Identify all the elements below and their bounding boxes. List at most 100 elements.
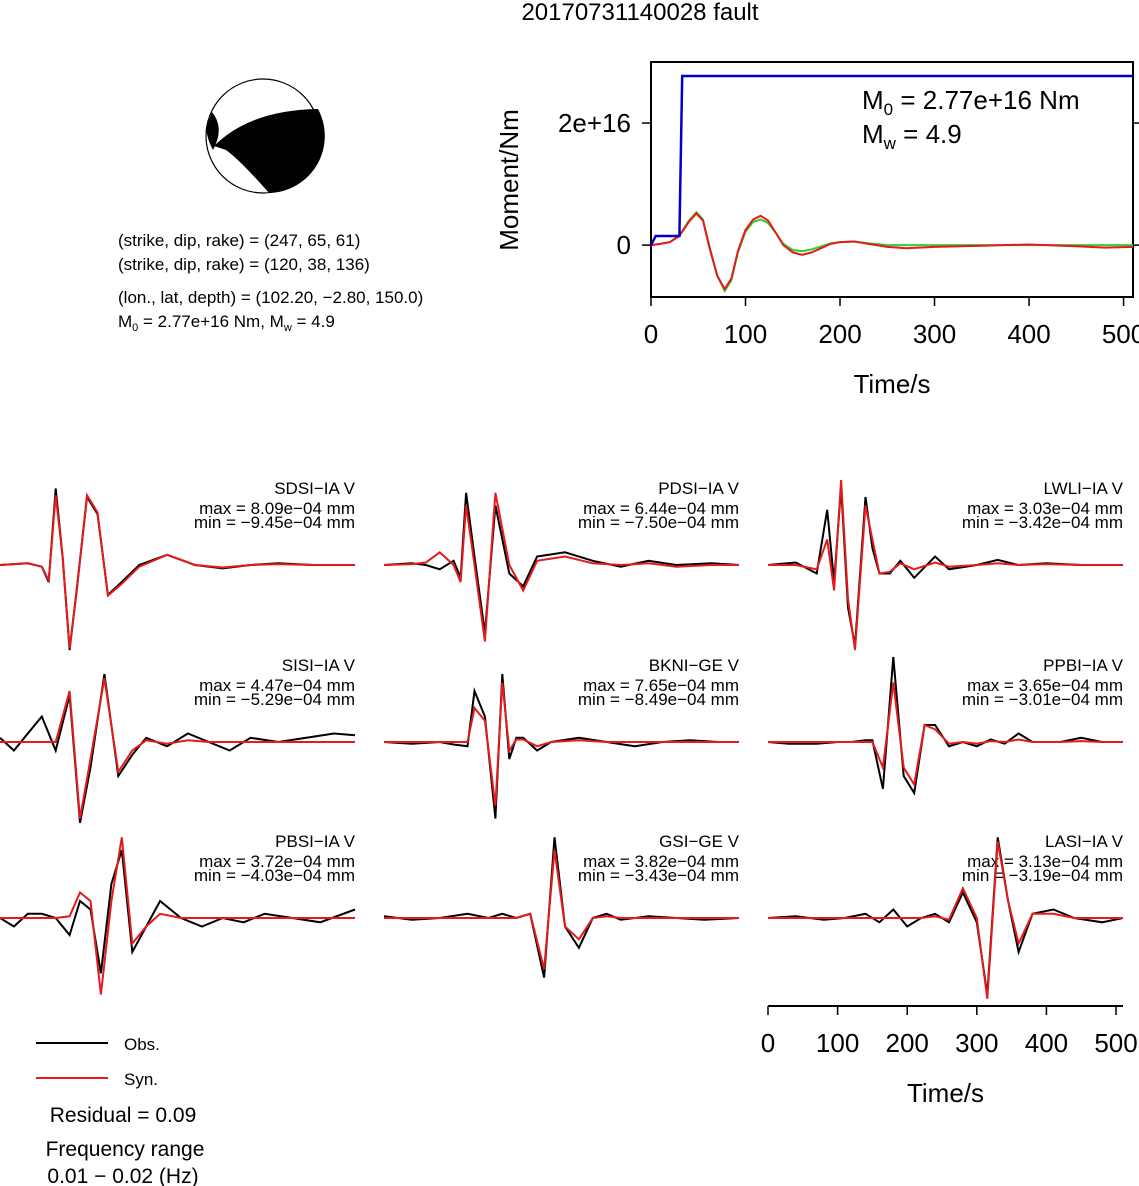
residual-label: Residual = 0.09 [50,1104,197,1127]
synthetic-trace [0,837,355,995]
frequency-range-value: 0.01 − 0.02 (Hz) [47,1165,198,1186]
moment-x-tick-label: 400 [1007,319,1050,349]
mechanism-line-2: (strike, dip, rake) = (120, 38, 136) [118,255,370,274]
synthetic-trace [768,479,1123,651]
mechanism-info: (strike, dip, rake) = (247, 65, 61) (str… [118,231,423,334]
m0-prefix: M [118,312,132,331]
station-min: min = −3.43e−04 mm [578,866,739,885]
station-name: PPBI−IA V [1043,656,1124,675]
m0-sub: 0 [884,100,893,119]
moment-x-tick-label: 0 [644,319,658,349]
station-min: min = −4.03e−04 mm [194,866,355,885]
waveform-x-tick-label: 0 [761,1028,775,1058]
waveform-time-axis: 0 100 200 300 400 500 Time/s [761,1005,1138,1108]
station-min: min = −9.45e−04 mm [194,513,355,532]
station-max: max = 7.65e−04 mm [583,676,739,695]
station-min: min = −5.29e−04 mm [194,690,355,709]
station-min: min = −3.19e−04 mm [962,866,1123,885]
waveform-x-tick-label: 300 [955,1028,998,1058]
mechanism-line-1: (strike, dip, rake) = (247, 65, 61) [118,231,360,250]
red-moment-trace [650,211,1134,292]
beachball-icon [205,78,325,194]
station-name: SDSI−IA V [274,479,355,498]
cumulative-moment-line [649,74,1133,246]
moment-x-tick-label: 200 [818,319,861,349]
mw-value: = 4.9 [896,119,962,149]
synthetic-trace [0,678,355,819]
mw-sub: w [283,322,292,334]
station-min: min = −3.01e−04 mm [962,690,1123,709]
station-name: GSI−GE V [659,832,739,851]
station-max: max = 8.09e−04 mm [199,499,355,518]
station-max: max = 3.13e−04 mm [967,852,1123,871]
mw-value: = 4.9 [292,312,335,331]
legend: Obs. Syn. [36,1035,160,1089]
legend-syn-label: Syn. [124,1070,158,1089]
moment-y-tick-label: 2e+16 [558,108,631,138]
moment-y-tick-label: 0 [617,230,631,260]
moment-y-axis-label: Moment/Nm [494,109,524,251]
waveform-x-tick-label: 200 [886,1028,929,1058]
station-max: max = 3.03e−04 mm [967,499,1123,518]
station-name: LASI−IA V [1045,832,1124,851]
station-max: max = 3.72e−04 mm [199,852,355,871]
station-max: max = 3.82e−04 mm [583,852,739,871]
legend-obs-label: Obs. [124,1035,160,1054]
moment-annotation-m0: M0 = 2.77e+16 Nm [862,85,1080,119]
waveform-x-tick-label: 100 [816,1028,859,1058]
observed-trace [767,837,1124,995]
station-min: min = −3.42e−04 mm [962,513,1123,532]
green-moment-trace [650,210,1133,293]
figure-title: 20170731140028 fault [521,0,758,26]
station-max: max = 6.44e−04 mm [583,499,739,518]
station-min: min = −8.49e−04 mm [578,690,739,709]
m0-prefix: M [862,85,884,115]
waveform-x-tick-label: 500 [1094,1028,1137,1058]
station-name: LWLI−IA V [1043,479,1123,498]
synthetic-trace [384,682,739,806]
mw-prefix: M [862,119,884,149]
synthetic-trace [384,849,739,970]
m0-value: = 2.77e+16 Nm [893,85,1079,115]
m0-value: = 2.77e+16 Nm, M [138,312,284,331]
moment-x-axis-label: Time/s [853,369,930,399]
observed-trace [0,673,356,823]
synthetic-trace [383,492,739,642]
moment-x-tick-label: 100 [724,319,767,349]
moment-annotation-mw: Mw = 4.9 [862,119,962,153]
moment-plot-frame [650,61,1134,298]
station-min: min = −7.50e−04 mm [578,513,739,532]
mechanism-line-3: (lon., lat, depth) = (102.20, −2.80, 150… [118,288,423,307]
station-name: PDSI−IA V [658,479,739,498]
waveform-x-axis-label: Time/s [907,1078,984,1108]
synthetic-trace [768,841,1123,999]
frequency-range-label: Frequency range [46,1138,205,1161]
observed-trace [383,492,740,634]
station-name: SISI−IA V [282,656,356,675]
station-name: PBSI−IA V [275,832,356,851]
waveform-x-tick-label: 400 [1025,1028,1068,1058]
station-max: max = 3.65e−04 mm [967,676,1123,695]
observed-trace [383,673,739,819]
moment-x-tick-label: 300 [913,319,956,349]
synthetic-trace [768,682,1123,788]
moment-x-tick-label: 500 [1102,319,1139,349]
mw-sub: w [883,134,897,153]
synthetic-trace [0,492,355,649]
mechanism-line-4: M0 = 2.77e+16 Nm, Mw = 4.9 [118,312,335,334]
station-name: BKNI−GE V [649,656,740,675]
moment-chart: 0 100 200 300 400 500 0 2e+16 Time/s Moment/Nm M0 … [494,61,1139,399]
station-max: max = 4.47e−04 mm [199,676,355,695]
m0-sub: 0 [132,322,138,334]
